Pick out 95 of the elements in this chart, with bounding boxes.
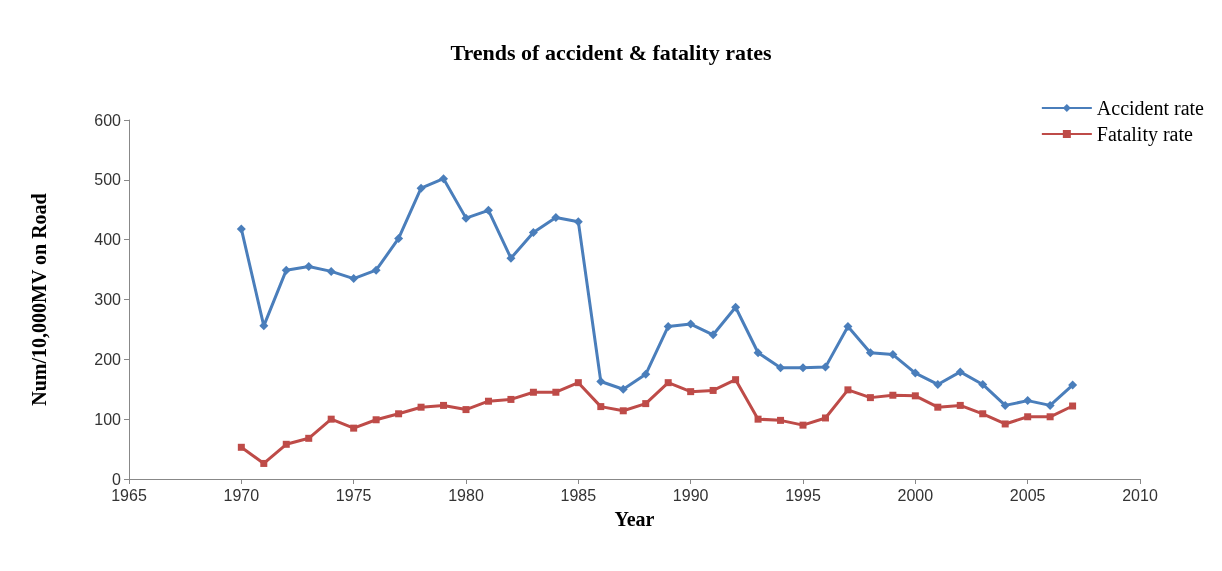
legend-label: Accident rate	[1096, 97, 1205, 119]
point	[911, 392, 919, 400]
y-tick-label: 400	[94, 231, 122, 249]
point	[799, 421, 807, 429]
point	[462, 406, 470, 414]
point	[372, 416, 380, 424]
point	[866, 394, 874, 402]
point	[1069, 402, 1077, 410]
point	[394, 233, 404, 243]
point	[484, 397, 492, 405]
y-tick-label: 500	[94, 171, 122, 189]
point	[440, 401, 448, 409]
point	[237, 443, 245, 451]
point	[978, 379, 988, 389]
point	[439, 174, 449, 184]
point	[844, 386, 852, 394]
point	[1024, 413, 1032, 421]
x-tick-label: 1975	[335, 486, 372, 504]
x-tick-label: 1985	[560, 486, 597, 504]
point	[889, 391, 897, 399]
point	[506, 253, 516, 263]
point	[574, 379, 582, 387]
point	[687, 388, 695, 396]
point	[821, 414, 829, 422]
point	[416, 183, 426, 193]
point	[934, 403, 942, 411]
y-tick-label: 300	[94, 291, 122, 308]
point	[236, 224, 246, 234]
point	[663, 321, 673, 331]
point	[281, 265, 291, 275]
point	[798, 363, 808, 373]
x-tick-label: 2005	[1009, 486, 1046, 504]
point	[777, 416, 785, 424]
point	[1000, 400, 1010, 410]
point	[371, 265, 381, 275]
point	[686, 319, 696, 329]
point	[597, 403, 605, 411]
point	[282, 440, 290, 448]
point	[709, 386, 717, 394]
point	[1045, 400, 1055, 410]
point	[1046, 413, 1054, 421]
point	[888, 350, 898, 360]
point	[843, 321, 853, 331]
point	[551, 213, 561, 223]
y-tick-label: 200	[94, 350, 122, 368]
x-tick-label: 2000	[897, 486, 934, 504]
x-tick-label: 1995	[785, 486, 821, 504]
point	[507, 395, 515, 403]
x-tick-label: 1980	[448, 486, 484, 504]
point	[753, 348, 763, 358]
point	[260, 459, 268, 467]
point	[933, 379, 943, 389]
point	[979, 410, 987, 418]
point	[552, 388, 560, 396]
point	[618, 384, 628, 394]
point	[910, 368, 920, 378]
chart-title: Trends of accident & fatality rates	[450, 39, 773, 65]
y-tick-label: 100	[94, 410, 122, 428]
point	[1001, 420, 1009, 428]
point	[865, 348, 875, 358]
point	[731, 302, 741, 312]
x-tick-label: 1990	[672, 486, 709, 504]
point	[956, 401, 964, 409]
y-tick-label: 0	[112, 470, 122, 488]
point	[304, 262, 314, 272]
point	[732, 376, 740, 384]
point	[461, 213, 471, 223]
point	[955, 367, 965, 377]
point	[708, 330, 718, 340]
y-tick-label: 600	[94, 111, 122, 129]
point	[1023, 396, 1033, 406]
point	[528, 227, 538, 237]
point	[642, 400, 650, 408]
point	[619, 407, 627, 415]
x-axis-title: Year	[614, 508, 655, 530]
x-tick-label: 1965	[111, 486, 147, 504]
x-tick-label: 2010	[1122, 486, 1158, 504]
point	[641, 369, 651, 379]
legend-label: Fatality rate	[1096, 123, 1194, 146]
point	[596, 376, 606, 386]
point	[483, 205, 493, 215]
point	[395, 410, 403, 418]
x-tick-label: 1970	[223, 486, 260, 504]
point	[305, 434, 313, 442]
y-axis-title: Num/10,000MV on Road	[28, 193, 50, 406]
point	[754, 415, 762, 423]
point	[327, 415, 335, 423]
point	[573, 217, 583, 227]
point	[350, 424, 358, 432]
point	[529, 388, 537, 396]
point	[664, 379, 672, 387]
point	[349, 274, 359, 284]
point	[417, 403, 425, 411]
point	[326, 266, 336, 276]
point	[1068, 380, 1078, 390]
